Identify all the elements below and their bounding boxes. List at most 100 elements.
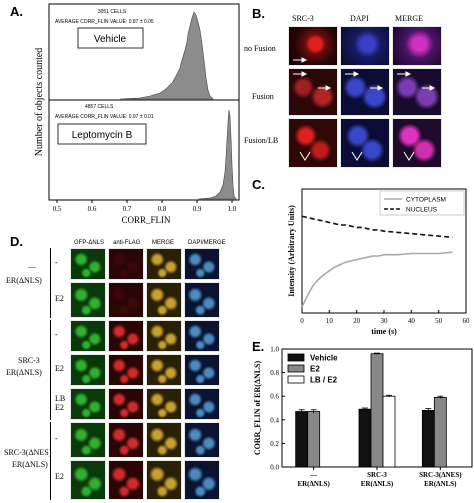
panel-c-xtick-label: 20 bbox=[353, 317, 361, 325]
panel-d-image-r2-c2 bbox=[108, 282, 144, 318]
panel-a-ylabel: Number of objects counted bbox=[34, 48, 45, 157]
panel-e-legend-label: LB / E2 bbox=[310, 376, 338, 385]
panel-a-x-ticks bbox=[56, 200, 233, 203]
panel-a-figure: 0.5 0.6 0.7 0.8 0.9 1.0 CORR_FLIN Number… bbox=[34, 3, 240, 225]
panel-d-image-r1-c4 bbox=[184, 248, 220, 280]
panel-b-col-merge: MERGE bbox=[395, 14, 423, 23]
panel-e-bar-vehicle bbox=[295, 411, 309, 468]
panel-e-category-label: SRC-3 bbox=[367, 471, 387, 479]
panel-d-g2-row3: LB E2 bbox=[55, 394, 66, 412]
panel-b-row-fusion: Fusion bbox=[252, 92, 274, 101]
panel-b-image-merge-fusion-lb bbox=[392, 118, 442, 168]
panel-c-xlabel: time (s) bbox=[371, 327, 397, 336]
panel-c-legend-label: CYTOPLASM bbox=[406, 197, 446, 204]
panel-d-col-merge: MERGE bbox=[152, 240, 175, 246]
panel-c: C. 0 10 20 30 40 50 60 time (s) Intensity (Arbit… bbox=[240, 175, 474, 336]
panel-e-ytick-label: 0.2 bbox=[270, 440, 279, 448]
panel-a-xtick-5: 1.0 bbox=[228, 205, 237, 213]
panel-c-xtick-label: 30 bbox=[381, 317, 389, 325]
panel-d-col-flag: anti-FLAG bbox=[113, 240, 141, 246]
panel-a-xtick-0: 0.5 bbox=[53, 205, 62, 213]
panel-d-image-r2-c4 bbox=[184, 282, 220, 318]
panel-d-group1-bracket bbox=[50, 248, 51, 318]
panel-c-series-cytoplasm bbox=[301, 251, 453, 308]
panel-d-image-r1-c2 bbox=[108, 248, 144, 280]
panel-e-legend-swatch bbox=[287, 364, 305, 373]
panel-a-xtick-3: 0.8 bbox=[158, 205, 167, 213]
panel-e-category-label: SRC-3(ΔNES) bbox=[419, 471, 462, 479]
panel-d-image-r4-c2 bbox=[108, 354, 144, 386]
panel-d-image-r6-c4 bbox=[184, 422, 220, 458]
panel-b-label: B. bbox=[252, 6, 265, 21]
leptomycin-average: AVERAGE CORR_FLIN VALUE: 0.97 ± 0.01 bbox=[55, 114, 154, 120]
panel-d-image-r3-c4 bbox=[184, 320, 220, 352]
panel-c-legend-label: NUCLEUS bbox=[406, 207, 438, 214]
panel-a-xtick-2: 0.7 bbox=[123, 205, 132, 213]
panel-e-ylabel: CORR_FLIN of ER(ΔNLS) bbox=[253, 360, 262, 455]
panel-b-image-dapi-fusion-lb bbox=[340, 118, 390, 168]
panel-d-image-r1-c3 bbox=[146, 248, 182, 280]
panel-d-group1-title1: — bbox=[28, 262, 36, 271]
panel-c-xtick-label: 0 bbox=[300, 317, 304, 325]
vehicle-average: AVERAGE CORR_FLIN VALUE: 0.87 ± 0.05 bbox=[55, 19, 154, 25]
vehicle-cell-count: 3051 CELLS bbox=[98, 9, 127, 15]
panel-c-ylabel: Intensity (Arbitrary Units) bbox=[287, 205, 296, 297]
vehicle-box bbox=[77, 27, 144, 49]
panel-e-label: E. bbox=[252, 339, 265, 354]
panel-b-image-src3-fusion-lb bbox=[288, 118, 338, 168]
panel-a-xlabel: CORR_FLIN bbox=[121, 215, 171, 225]
panel-b-row-fusion-lb: Fusion/LB bbox=[244, 136, 279, 145]
panel-d-image-r6-c2 bbox=[108, 422, 144, 458]
leptomycin-box-label: Leptomycin B bbox=[72, 130, 133, 141]
panel-c-chart: 0 10 20 30 40 50 60 time (s) Intensity (Arbitrar… bbox=[287, 188, 470, 336]
panel-d-image-r7-c4 bbox=[184, 460, 220, 500]
panel-e-legend-label: E2 bbox=[310, 365, 320, 374]
panel-d-group3-bracket bbox=[50, 422, 51, 500]
panel-d-image-r7-c1 bbox=[70, 460, 106, 500]
panel-d-label: D. bbox=[10, 234, 23, 249]
panel-b-arrows bbox=[293, 57, 436, 161]
panel-d-group2-bracket bbox=[50, 320, 51, 420]
panel-e-bar-e2 bbox=[307, 411, 321, 468]
panel-b-image-dapi-fusion bbox=[340, 68, 390, 116]
panel-e: E. 0.0 0.2 0.4 0.6 0.8 1.0 CORR_FLIN of ER(ΔNL… bbox=[240, 335, 474, 503]
panel-d-image-r4-c3 bbox=[146, 354, 182, 386]
panel-b-row-no-fusion: no Fusion bbox=[244, 44, 276, 53]
panel-b-image-src3-nofusion bbox=[288, 26, 338, 66]
panel-e-chart: 0.0 0.2 0.4 0.6 0.8 1.0 CORR_FLIN of ER(ΔNLS) —… bbox=[253, 346, 473, 488]
panel-a-label: A. bbox=[10, 4, 23, 19]
panel-d-image-r5-c2 bbox=[108, 388, 144, 420]
panel-c-xtick-label: 50 bbox=[435, 317, 443, 325]
panel-d-image-r3-c2 bbox=[108, 320, 144, 352]
panel-e-bar-lbe2 bbox=[382, 395, 396, 468]
panel-c-xtick-label: 10 bbox=[326, 317, 334, 325]
panel-e-bar-e2 bbox=[433, 396, 447, 468]
panel-d-g1-row2: E2 bbox=[55, 294, 64, 303]
panel-d-group2-title1: SRC-3 bbox=[18, 356, 40, 365]
panel-d-image-r2-c1 bbox=[70, 282, 106, 318]
panel-c-series-nucleus bbox=[301, 215, 453, 239]
panel-d-group2-title2: ER(ΔNLS) bbox=[6, 368, 42, 377]
panel-e-bar-vehicle bbox=[421, 409, 435, 468]
panel-d-image-r6-c1 bbox=[70, 422, 106, 458]
panel-d-g2-row1: - bbox=[55, 330, 58, 339]
panel-a: A. 0.5 0.6 0.7 0.8 0.9 1.0 CORR_FLIN Num… bbox=[0, 0, 240, 225]
panel-d-col-gfp: GFP-ΔNLS bbox=[74, 240, 105, 246]
panel-a-frame bbox=[48, 3, 240, 201]
panel-d-g3-row2: E2 bbox=[55, 472, 64, 481]
panel-d-g1-row1: - bbox=[55, 258, 58, 267]
panel-c-xtick-label: 40 bbox=[408, 317, 416, 325]
panel-e-ytick-label: 0.6 bbox=[270, 393, 279, 401]
vehicle-histogram bbox=[119, 11, 214, 100]
panel-e-legend-label: Vehicle bbox=[310, 354, 338, 363]
panel-e-ytick-label: 1.0 bbox=[270, 346, 279, 354]
panel-e-legend-swatch bbox=[287, 375, 305, 384]
panel-b-image-merge-fusion bbox=[392, 68, 442, 116]
panel-d-image-r7-c3 bbox=[146, 460, 182, 500]
panel-b-col-src3: SRC-3 bbox=[292, 14, 314, 23]
panel-e-legend-swatch bbox=[287, 353, 305, 362]
panel-b: B. SRC-3 DAPI MERGE no Fusion Fusion Fus… bbox=[240, 0, 474, 175]
panel-e-category-label: ER(ΔNLS) bbox=[361, 480, 394, 488]
panel-d-image-r3-c1 bbox=[70, 320, 106, 352]
panel-b-image-merge-nofusion bbox=[392, 26, 442, 66]
